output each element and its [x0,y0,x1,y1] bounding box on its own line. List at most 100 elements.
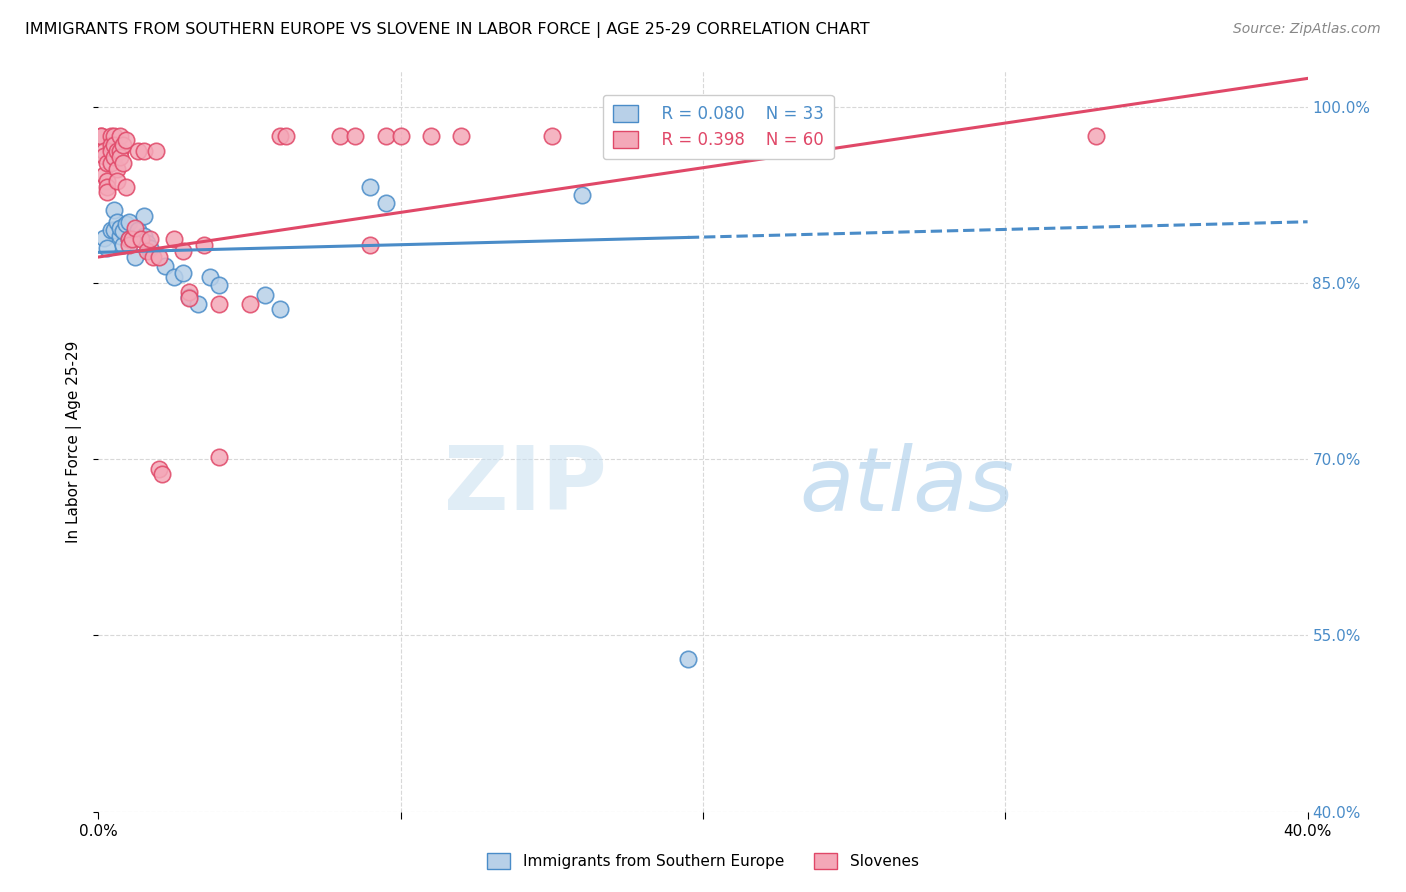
Point [1085,128,1108,143]
Point [108,145,131,159]
Point [93,145,115,159]
Point [253,287,276,301]
Y-axis label: In Labor Force | Age 25-29: In Labor Force | Age 25-29 [66,341,83,542]
Point [96,174,118,188]
Point [105,174,128,188]
Point [179,290,201,304]
Point [172,244,194,259]
Point [121,232,143,246]
Point [132,228,155,243]
Legend:   R = 0.080    N = 33,   R = 0.398    N = 60: R = 0.080 N = 33, R = 0.398 N = 60 [603,95,834,159]
Point [93,168,115,182]
Text: ZIP: ZIP [443,442,606,530]
Point [420,128,443,143]
Point [179,291,201,305]
Point [150,467,173,482]
Point [571,187,593,202]
Point [114,179,136,194]
Point [96,179,118,194]
Point [100,145,122,159]
Point [145,145,167,159]
Point [100,223,122,237]
Point [132,145,155,159]
Point [111,224,134,238]
Point [103,202,125,217]
Point [329,128,352,143]
Point [100,156,122,170]
Point [153,260,176,274]
Point [239,297,262,311]
Point [269,301,291,316]
Point [208,278,231,293]
Point [118,215,141,229]
Point [692,128,714,143]
Point [124,220,146,235]
Point [111,156,134,170]
Point [118,232,141,246]
Point [96,186,118,200]
Point [142,250,165,264]
Point [93,231,115,245]
Point [124,250,146,264]
Point [540,128,562,143]
Point [208,450,231,464]
Point [93,149,115,163]
Point [450,128,472,143]
Point [374,128,396,143]
Point [135,235,157,250]
Point [105,215,128,229]
Text: IMMIGRANTS FROM SOUTHERN EUROPE VS SLOVENE IN LABOR FORCE | AGE 25-29 CORRELATIO: IMMIGRANTS FROM SOUTHERN EUROPE VS SLOVE… [25,22,870,38]
Point [360,238,382,252]
Point [360,179,382,194]
Point [129,232,152,246]
Point [208,297,231,311]
Point [114,132,136,146]
Point [100,138,122,153]
Point [121,232,143,246]
Point [148,461,170,475]
Point [108,128,131,143]
Point [111,238,134,252]
Point [187,297,209,311]
Point [111,138,134,153]
Point [148,250,170,264]
Point [193,238,215,252]
Point [105,145,128,159]
Point [96,156,118,170]
Point [108,150,131,164]
Point [103,128,125,143]
Point [163,270,186,285]
Point [127,145,149,159]
Point [96,241,118,255]
Text: Source: ZipAtlas.com: Source: ZipAtlas.com [1233,22,1381,37]
Point [269,128,291,143]
Point [103,138,125,153]
Point [274,128,297,143]
Point [105,161,128,176]
Point [135,244,157,259]
Point [389,128,412,143]
Point [90,128,112,143]
Point [139,241,162,255]
Point [172,267,194,281]
Legend: Immigrants from Southern Europe, Slovenes: Immigrants from Southern Europe, Slovene… [481,847,925,875]
Point [127,223,149,237]
Point [179,285,201,300]
Point [344,128,367,143]
Point [100,128,122,143]
Point [114,217,136,231]
Point [118,232,141,246]
Point [90,128,112,143]
Point [108,228,131,243]
Point [108,220,131,235]
Point [163,232,186,246]
Point [374,196,396,211]
Point [118,238,141,252]
Point [103,150,125,164]
Text: atlas: atlas [800,443,1015,529]
Point [132,209,155,223]
Point [103,223,125,237]
Point [139,232,162,246]
Point [676,652,699,666]
Point [200,270,222,285]
